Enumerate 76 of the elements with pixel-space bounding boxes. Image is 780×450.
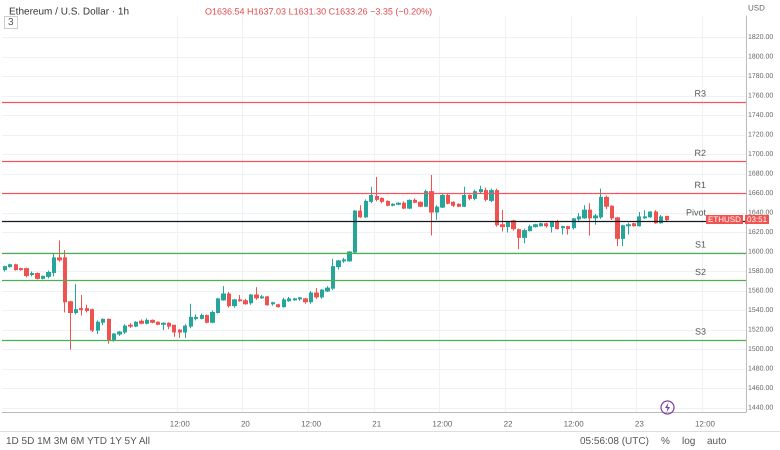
candlestick [260, 294, 264, 300]
candlestick [429, 174, 434, 236]
candlestick [407, 198, 412, 210]
x-tick-label: 12:00 [170, 420, 190, 428]
candlestick [265, 295, 269, 306]
x-tick-label: 12:00 [432, 420, 453, 428]
candlestick [544, 222, 548, 228]
candlestick [665, 215, 669, 222]
candlestick [468, 194, 472, 201]
annotation: ETHUSD [706, 214, 743, 224]
candlestick [178, 328, 182, 338]
ref-line-label: Pivot [686, 207, 706, 218]
chart-subtitle: O1636.54 H1637.03 L1631.30 C1633.26 −3.35 (−0.20%) [205, 6, 432, 16]
candlestick [457, 202, 461, 208]
candlestick [637, 212, 641, 228]
candlestick [145, 318, 149, 325]
candlestick [139, 318, 144, 325]
candlestick [506, 221, 510, 234]
candlestick [517, 228, 521, 250]
x-tick-label: 20 [240, 420, 250, 428]
candlestick [479, 185, 483, 194]
candlestick [35, 272, 40, 280]
candlestick [489, 188, 494, 203]
ref-line-label: R2 [694, 148, 706, 158]
candlestick [254, 286, 259, 300]
candlestick [79, 294, 83, 316]
candlestick [134, 320, 138, 328]
candlestick [30, 271, 34, 277]
candlestick [402, 200, 406, 210]
candlestick [232, 298, 237, 308]
text: 1D 5D 1M 3M 6M YTD 1Y 5Y All [6, 436, 150, 447]
ref-line-label: R3 [694, 88, 706, 98]
text: log [682, 436, 696, 447]
candlestick [550, 221, 554, 234]
candlestick [386, 200, 390, 207]
candlestick [128, 322, 133, 329]
candlestick [462, 186, 466, 208]
candlestick [424, 189, 428, 208]
x-tick-label: 23 [634, 420, 644, 428]
candlestick [561, 225, 565, 235]
candlestick [555, 219, 559, 230]
x-tick-label: 12:00 [301, 420, 322, 428]
text: % [661, 436, 670, 447]
candlestick [200, 312, 204, 320]
candlestick [107, 318, 111, 344]
ref-line-label: S1 [694, 240, 706, 250]
candlestick [654, 210, 658, 224]
ref-line-label: R1 [694, 180, 706, 190]
candlestick [227, 292, 231, 308]
y-axis-title: USD [748, 4, 766, 12]
candlestick [74, 284, 78, 315]
candlestick [276, 303, 280, 308]
candlestick [314, 288, 319, 300]
text: 05:56:08 (UTC) [580, 436, 649, 447]
candlestick [161, 322, 166, 331]
x-tick-label: 12:00 [564, 420, 584, 428]
candlestick [205, 314, 209, 324]
ref-line-label: S3 [694, 326, 706, 336]
annotation: 3 [4, 16, 18, 29]
x-tick-label: 21 [372, 420, 382, 428]
candlestick [271, 301, 275, 306]
x-tick-label: 12:00 [694, 420, 716, 428]
candlestick [183, 324, 187, 338]
candlestick [249, 293, 253, 306]
candlestick [303, 297, 308, 304]
candlestick [566, 225, 570, 235]
chart-title: Ethereum / U.S. Dollar · 1h [9, 6, 130, 18]
candlestick [632, 222, 636, 228]
text: 03:51 [745, 214, 770, 224]
candlestick [358, 204, 362, 218]
text: auto [707, 436, 726, 447]
candlestick [588, 202, 592, 236]
ref-line-label: S2 [694, 266, 706, 277]
x-tick-label: 22 [504, 420, 514, 428]
candlestick [484, 187, 488, 202]
candlestick [309, 290, 313, 304]
